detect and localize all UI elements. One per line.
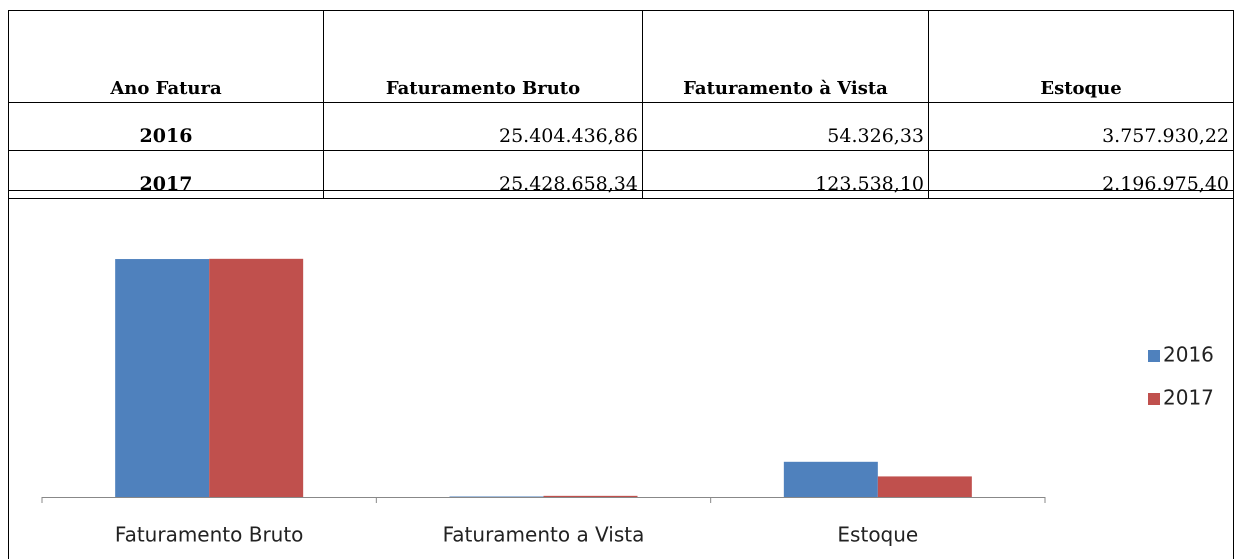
header-cell: Faturamento Bruto bbox=[323, 10, 643, 103]
cell: 3.757.930,22 bbox=[928, 102, 1234, 151]
bar bbox=[877, 476, 972, 497]
legend-swatch bbox=[1148, 393, 1160, 405]
cell: 25.404.436,86 bbox=[323, 102, 643, 151]
data-table: Ano Fatura Faturamento Bruto Faturamento… bbox=[8, 10, 1234, 199]
bar bbox=[449, 496, 544, 497]
x-tick-label: Estoque bbox=[837, 523, 918, 547]
bar bbox=[115, 259, 210, 497]
bar bbox=[543, 495, 638, 497]
legend-label: 2017 bbox=[1163, 386, 1214, 410]
chart-frame bbox=[8, 190, 1234, 559]
bar bbox=[783, 461, 878, 497]
legend-swatch bbox=[1148, 350, 1160, 362]
header-cell: Ano Fatura bbox=[8, 10, 324, 103]
x-tick-label: Faturamento Bruto bbox=[115, 523, 304, 547]
legend-label: 2016 bbox=[1163, 343, 1214, 367]
header-row: Ano Fatura Faturamento Bruto Faturamento… bbox=[8, 10, 1234, 103]
header-cell: Estoque bbox=[928, 10, 1234, 103]
cell: 54.326,33 bbox=[642, 102, 929, 151]
bar bbox=[209, 258, 304, 497]
x-tick-label: Faturamento a Vista bbox=[443, 523, 645, 547]
row: 2016 25.404.436,86 54.326,33 3.757.930,2… bbox=[8, 102, 1234, 151]
